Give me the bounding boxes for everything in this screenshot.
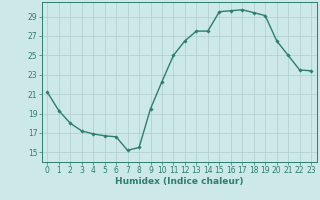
X-axis label: Humidex (Indice chaleur): Humidex (Indice chaleur) [115, 177, 244, 186]
